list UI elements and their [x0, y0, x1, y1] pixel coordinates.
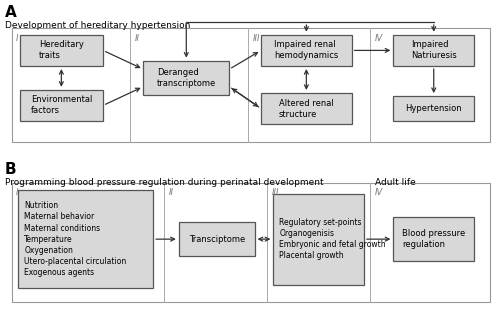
Text: Altered renal
structure: Altered renal structure — [279, 99, 334, 119]
Text: IV: IV — [375, 34, 383, 43]
FancyBboxPatch shape — [20, 35, 103, 66]
Text: B: B — [5, 162, 16, 177]
FancyBboxPatch shape — [261, 35, 352, 66]
Text: Hypertension: Hypertension — [406, 104, 462, 113]
Text: I: I — [16, 34, 18, 43]
Text: II: II — [169, 188, 174, 197]
FancyBboxPatch shape — [18, 190, 153, 288]
FancyBboxPatch shape — [394, 96, 474, 121]
Text: Hereditary
traits: Hereditary traits — [39, 40, 84, 60]
Text: III: III — [252, 34, 260, 43]
FancyBboxPatch shape — [20, 90, 103, 121]
Text: Adult life: Adult life — [375, 178, 416, 187]
Text: Impaired
Natriuresis: Impaired Natriuresis — [411, 40, 457, 60]
Text: Blood pressure
regulation: Blood pressure regulation — [402, 229, 466, 249]
Text: II: II — [135, 34, 140, 43]
FancyBboxPatch shape — [274, 194, 364, 285]
FancyBboxPatch shape — [261, 93, 352, 124]
Text: A: A — [5, 5, 17, 20]
Text: IV: IV — [375, 188, 383, 197]
Text: Deranged
transcriptome: Deranged transcriptome — [156, 68, 216, 88]
Text: Regulatory set-points
Organogenisis
Embryonic and fetal growth
Placental growth: Regulatory set-points Organogenisis Embr… — [279, 218, 386, 260]
Text: Impaired renal
hemodynamics: Impaired renal hemodynamics — [274, 40, 338, 60]
Text: Programming blood pressure regulation during perinatal development: Programming blood pressure regulation du… — [5, 178, 324, 187]
FancyBboxPatch shape — [12, 28, 490, 142]
Text: III: III — [272, 188, 280, 197]
Text: Environmental
factors: Environmental factors — [30, 95, 92, 116]
FancyBboxPatch shape — [12, 183, 490, 302]
FancyBboxPatch shape — [178, 222, 254, 256]
Text: I: I — [16, 188, 18, 197]
Text: Nutrition
Maternal behavior
Maternal conditions
Temperature
Oxygenation
Utero-pl: Nutrition Maternal behavior Maternal con… — [24, 201, 127, 277]
Text: Transciptome: Transciptome — [188, 235, 245, 244]
Text: Development of hereditary hypertension: Development of hereditary hypertension — [5, 21, 190, 30]
FancyBboxPatch shape — [394, 35, 474, 66]
FancyBboxPatch shape — [394, 217, 474, 261]
FancyBboxPatch shape — [144, 61, 229, 95]
